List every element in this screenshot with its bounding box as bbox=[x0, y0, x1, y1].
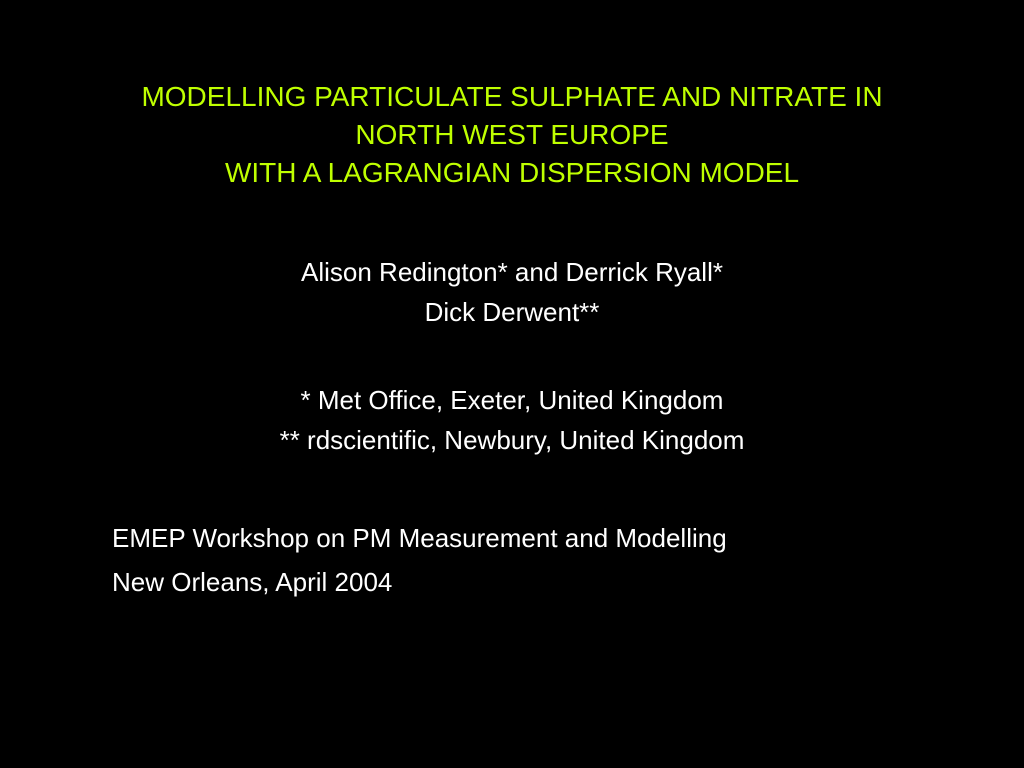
presentation-slide: MODELLING PARTICULATE SULPHATE AND NITRA… bbox=[0, 0, 1024, 768]
affiliations: * Met Office, Exeter, United Kingdom ** … bbox=[0, 380, 1024, 461]
author-line-2: Dick Derwent** bbox=[0, 292, 1024, 332]
affiliation-line-2: ** rdscientific, Newbury, United Kingdom bbox=[0, 420, 1024, 460]
title-line-3: WITH A LAGRANGIAN DISPERSION MODEL bbox=[0, 154, 1024, 192]
event-line-2: New Orleans, April 2004 bbox=[112, 560, 912, 604]
title-line-2: NORTH WEST EUROPE bbox=[0, 116, 1024, 154]
affiliation-line-1: * Met Office, Exeter, United Kingdom bbox=[0, 380, 1024, 420]
slide-title: MODELLING PARTICULATE SULPHATE AND NITRA… bbox=[0, 78, 1024, 191]
event-line-1: EMEP Workshop on PM Measurement and Mode… bbox=[112, 516, 912, 560]
event-info: EMEP Workshop on PM Measurement and Mode… bbox=[112, 516, 912, 604]
authors: Alison Redington* and Derrick Ryall* Dic… bbox=[0, 252, 1024, 333]
author-line-1: Alison Redington* and Derrick Ryall* bbox=[0, 252, 1024, 292]
title-line-1: MODELLING PARTICULATE SULPHATE AND NITRA… bbox=[0, 78, 1024, 116]
